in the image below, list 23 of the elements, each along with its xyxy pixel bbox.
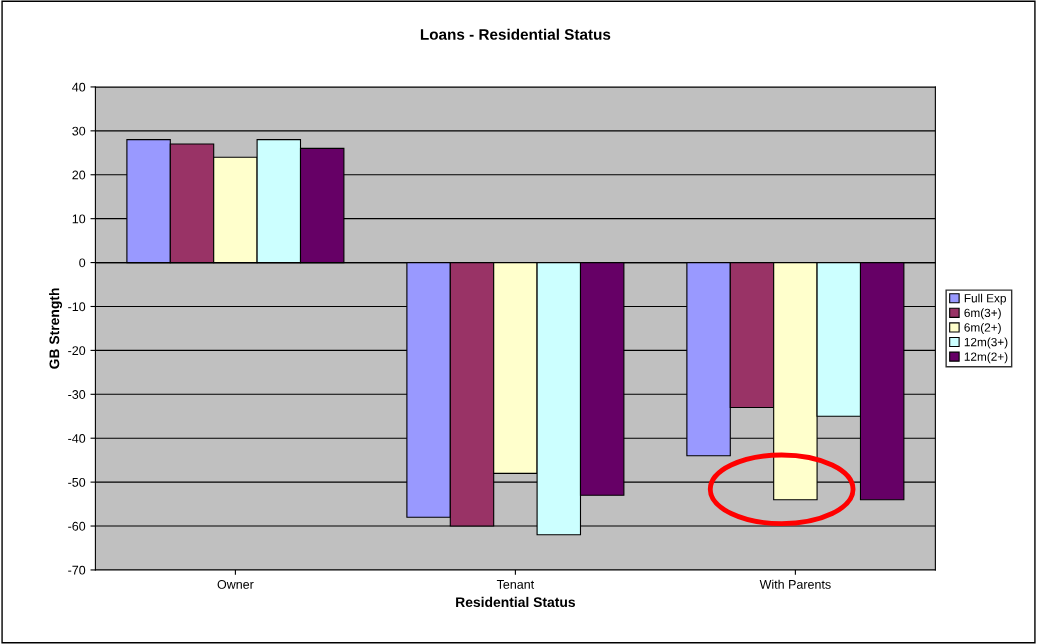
y-tick-label: -30	[68, 390, 86, 399]
x-tick-label: Tenant	[496, 580, 535, 589]
y-tick-label: 40	[72, 82, 86, 92]
x-tick-label: With Parents	[759, 579, 831, 589]
y-tick-label: -50	[68, 477, 86, 487]
chart-title: Loans - Residential Status	[420, 28, 611, 40]
y-tick-label: 0	[79, 258, 86, 268]
y-tick-label: -10	[68, 302, 86, 312]
y-tick-label: 10	[72, 214, 86, 224]
x-tick-label: Owner	[217, 579, 254, 589]
legend-label: 6m(2+)	[964, 322, 1001, 334]
legend-label: 12m(3+)	[964, 337, 1008, 349]
y-tick-label: -70	[68, 565, 86, 575]
y-axis-title: GB Strength	[49, 288, 63, 369]
y-tick-label: -40	[68, 434, 86, 443]
y-tick-label: -60	[68, 521, 86, 531]
legend-label: Full Exp	[964, 293, 1006, 305]
legend-label: 12m(2+)	[964, 352, 1008, 364]
y-tick-label: 20	[72, 170, 86, 180]
y-tick-label: 30	[72, 126, 86, 136]
x-axis-title: Residential Status	[456, 596, 576, 608]
legend-label: 6m(3+)	[964, 308, 1001, 320]
y-tick-label: -20	[68, 346, 86, 356]
